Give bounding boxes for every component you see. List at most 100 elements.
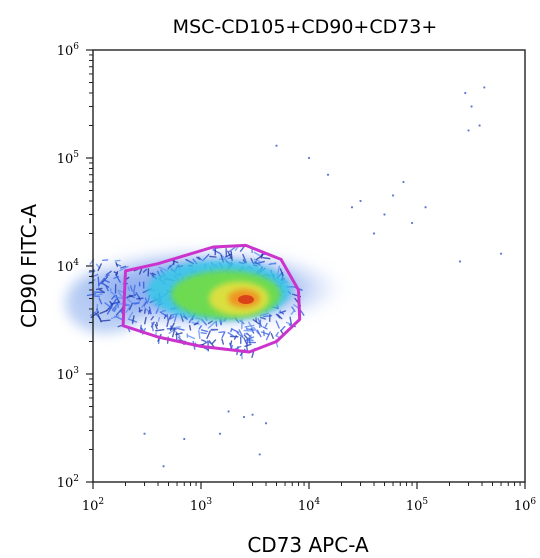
event-dot — [258, 453, 261, 456]
density-speckle — [155, 328, 165, 332]
density-speckle — [253, 251, 262, 257]
density-speckle — [156, 321, 158, 327]
x-tick-label: 105 — [406, 497, 429, 514]
density-speckle — [264, 322, 268, 328]
y-axis-ticks: 102 103 104 105 106 — [57, 42, 93, 491]
density-speckle — [128, 303, 133, 311]
density-speckle — [262, 326, 268, 330]
density-speckle — [111, 301, 121, 305]
density-speckle — [253, 326, 260, 335]
y-axis-label: CD90 FITC-A — [17, 204, 41, 328]
density-speckle — [209, 255, 217, 258]
density-speckle — [104, 279, 110, 283]
density-speckle — [175, 332, 183, 336]
density-speckle — [243, 332, 249, 336]
density-speckle — [97, 263, 102, 272]
density-speckle — [157, 317, 161, 322]
event-dot — [307, 156, 311, 160]
y-tick-label: 103 — [57, 366, 80, 383]
density-speckle — [142, 268, 148, 273]
density-speckle — [150, 316, 154, 321]
density-speckle — [119, 265, 129, 272]
density-peak — [237, 295, 254, 305]
density-speckle — [99, 309, 108, 315]
density-speckle — [206, 340, 213, 345]
density-speckle — [173, 313, 178, 323]
event-dot — [183, 437, 186, 441]
density-speckle — [138, 309, 143, 312]
event-dot — [402, 180, 405, 184]
density-speckle — [238, 329, 244, 338]
event-dot — [162, 465, 165, 468]
density-speckle — [265, 331, 271, 341]
density-speckle — [254, 260, 257, 265]
density-speckle — [221, 331, 226, 339]
density-speckle — [221, 338, 225, 345]
density-speckle — [136, 297, 144, 300]
density-speckle — [133, 302, 140, 305]
density-speckle — [255, 260, 265, 265]
density-speckle — [149, 272, 155, 276]
density-speckle — [98, 277, 106, 286]
density-speckle — [245, 336, 255, 342]
density-speckle — [197, 256, 202, 261]
density-speckle — [120, 265, 127, 269]
density-speckle — [280, 311, 285, 315]
density-speckle — [163, 314, 167, 319]
density-speckle — [200, 318, 208, 326]
density-speckle — [270, 332, 274, 339]
density-speckle — [275, 320, 280, 329]
density-speckle — [111, 291, 117, 297]
event-dot — [499, 252, 503, 255]
density-speckle — [151, 321, 154, 332]
density-speckle — [151, 272, 157, 276]
event-dot — [424, 206, 427, 209]
event-dot — [227, 410, 230, 413]
density-speckle — [279, 268, 284, 277]
density-speckle — [198, 325, 202, 330]
density-speckle — [227, 332, 237, 339]
gate-layer — [121, 243, 302, 354]
density-speckle — [172, 326, 181, 329]
event-dot — [350, 206, 354, 209]
event-dot — [470, 105, 473, 108]
event-dot — [143, 432, 146, 435]
density-speckle — [206, 330, 211, 339]
density-speckle — [131, 315, 135, 324]
density-speckle — [129, 285, 133, 292]
density-speckle — [196, 256, 201, 260]
density-speckle — [148, 306, 152, 315]
density-speckle — [230, 250, 233, 262]
density-speckle — [125, 305, 131, 313]
density-speckle — [111, 295, 116, 300]
x-tick-label: 103 — [190, 497, 213, 514]
x-axis-ticks: 102 103 104 105 106 — [82, 482, 536, 514]
density-speckle — [127, 286, 130, 291]
y-tick-label: 105 — [57, 150, 80, 167]
density-speckle — [198, 329, 201, 340]
density-speckle — [280, 325, 286, 331]
sparse-events — [143, 86, 503, 468]
density-speckle — [227, 250, 232, 259]
y-tick-label: 104 — [57, 258, 80, 275]
density-speckle — [207, 321, 216, 329]
density-speckle — [256, 329, 262, 338]
density-speckle — [132, 292, 136, 298]
density-speckle — [166, 313, 169, 322]
density-speckle — [242, 259, 246, 264]
density-speckle — [277, 314, 283, 320]
density-speckle — [228, 246, 236, 253]
density-speckle — [243, 337, 249, 347]
event-dot — [464, 91, 467, 95]
density-speckle — [138, 268, 143, 275]
event-dot — [251, 413, 254, 416]
density-speckle — [97, 313, 102, 323]
event-dot — [478, 124, 481, 127]
event-dot — [383, 213, 386, 216]
x-tick-label: 102 — [82, 497, 104, 514]
density-speckle — [105, 274, 110, 277]
density-speckle — [147, 309, 151, 315]
density-speckle — [263, 314, 273, 318]
density-speckle — [96, 293, 103, 296]
